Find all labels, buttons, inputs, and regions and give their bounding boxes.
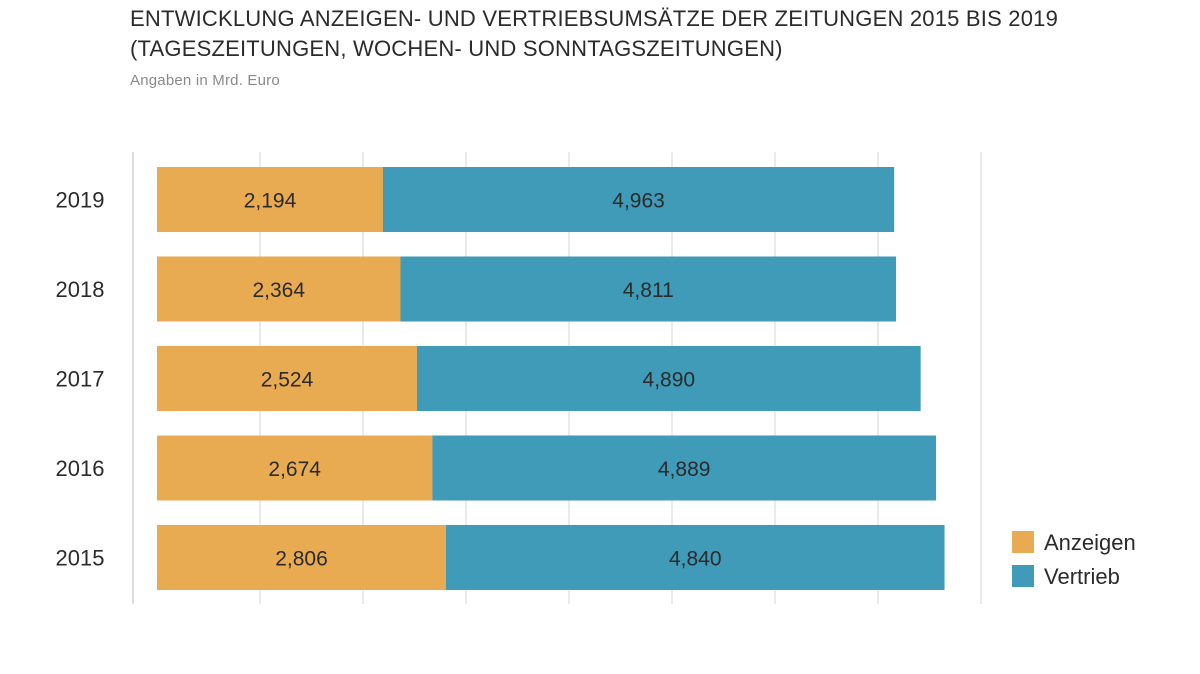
chart-subtitle: Angaben in Mrd. Euro bbox=[130, 72, 280, 89]
year-labels: 2019 2018 2017 2016 2015 bbox=[56, 188, 105, 571]
value-label-vertrieb: 4,889 bbox=[658, 458, 711, 481]
value-label-anzeigen: 2,364 bbox=[252, 279, 305, 302]
bar-vertrieb-2016 bbox=[432, 435, 936, 501]
chart-header: ENTWICKLUNG ANZEIGEN- UND VERTRIEBSUMSÄT… bbox=[130, 4, 1180, 89]
year-label: 2015 bbox=[56, 546, 105, 571]
chart-title-line-1: ENTWICKLUNG ANZEIGEN- UND VERTRIEBSUMSÄT… bbox=[130, 6, 1059, 31]
bar-vertrieb-2019 bbox=[382, 167, 895, 232]
bar-anzeigen-2016 bbox=[157, 435, 433, 501]
value-label-vertrieb: 4,811 bbox=[623, 279, 674, 302]
value-label-vertrieb: 4,963 bbox=[612, 190, 665, 213]
value-label-anzeigen: 2,194 bbox=[244, 190, 297, 213]
bar-vertrieb-2015 bbox=[446, 525, 945, 590]
value-labels: 2,194 4,963 2,364 4,811 2,524 4,890 2,674 4,889… bbox=[244, 190, 722, 571]
year-label: 2017 bbox=[56, 367, 105, 392]
legend-label-vertrieb: Vertrieb bbox=[1044, 564, 1120, 589]
value-label-vertrieb: 4,890 bbox=[643, 369, 696, 392]
legend: Anzeigen Vertrieb bbox=[1012, 530, 1136, 589]
year-label: 2018 bbox=[56, 277, 105, 302]
year-label: 2016 bbox=[56, 456, 105, 481]
bar-vertrieb-2018 bbox=[400, 256, 897, 322]
bar-anzeigen-2019 bbox=[157, 167, 383, 232]
value-label-vertrieb: 4,840 bbox=[669, 548, 722, 571]
bar-vertrieb-2017 bbox=[416, 346, 921, 411]
legend-label-anzeigen: Anzeigen bbox=[1044, 530, 1136, 555]
bar-anzeigen-2018 bbox=[157, 256, 401, 322]
legend-swatch-anzeigen bbox=[1012, 531, 1034, 553]
value-label-anzeigen: 2,524 bbox=[261, 369, 314, 392]
bar-anzeigen-2017 bbox=[157, 346, 417, 411]
legend-swatch-vertrieb bbox=[1012, 565, 1034, 587]
chart-title-line-2: (TAGESZEITUNGEN, WOCHEN- UND SONNTAGSZEI… bbox=[130, 36, 783, 61]
value-label-anzeigen: 2,674 bbox=[268, 458, 321, 481]
bars bbox=[157, 167, 945, 590]
bar-anzeigen-2015 bbox=[157, 525, 447, 590]
value-label-anzeigen: 2,806 bbox=[275, 548, 328, 571]
year-label: 2019 bbox=[56, 188, 105, 213]
